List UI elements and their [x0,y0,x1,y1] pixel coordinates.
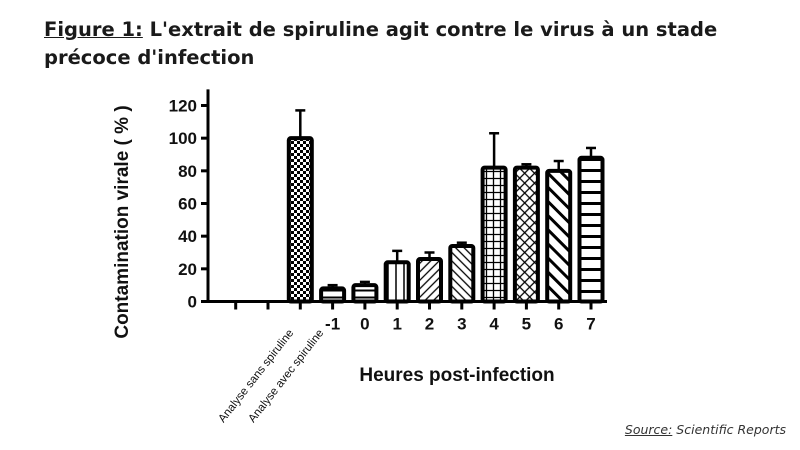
figure-title-text: L'extrait de spiruline agit contre le vi… [44,18,718,69]
figure-title: Figure 1: L'extrait de spiruline agit co… [44,16,764,72]
y-tick-label: 80 [178,162,197,181]
x-tick-label: 3 [457,315,466,334]
bar [448,243,476,304]
bar [577,155,605,304]
bar [480,165,508,304]
x-tick-label: 2 [425,315,434,334]
source-text: Scientific Reports [672,422,786,437]
bar [286,136,314,304]
x-tick-label: 5 [522,315,531,334]
bar [319,286,347,304]
x-tick-label: 0 [360,315,369,334]
x-axis-label: Heures post-infection [359,365,554,386]
x-tick-label: -1 [325,315,340,334]
x-tick-label: 4 [489,315,499,334]
source-note: Source: Scientific Reports [625,422,786,437]
bar [383,260,411,304]
bar [416,257,443,304]
y-tick-label: 120 [169,97,197,116]
source-label: Source: [624,422,673,437]
bar [512,165,540,304]
figure-number: Figure 1: [44,18,143,41]
y-axis-label: Contamination virale ( % ) [112,105,133,338]
y-tick-label: 60 [178,195,197,214]
y-tick-label: 0 [188,293,197,312]
x-tick-label: 6 [554,315,563,334]
bar [545,168,573,304]
y-tick-label: 100 [169,129,197,148]
y-tick-label: 20 [178,260,197,279]
y-tick-label: 40 [178,227,197,246]
x-tick-label: 1 [392,315,401,334]
bar [351,283,379,304]
x-tick-label: 7 [586,315,595,334]
